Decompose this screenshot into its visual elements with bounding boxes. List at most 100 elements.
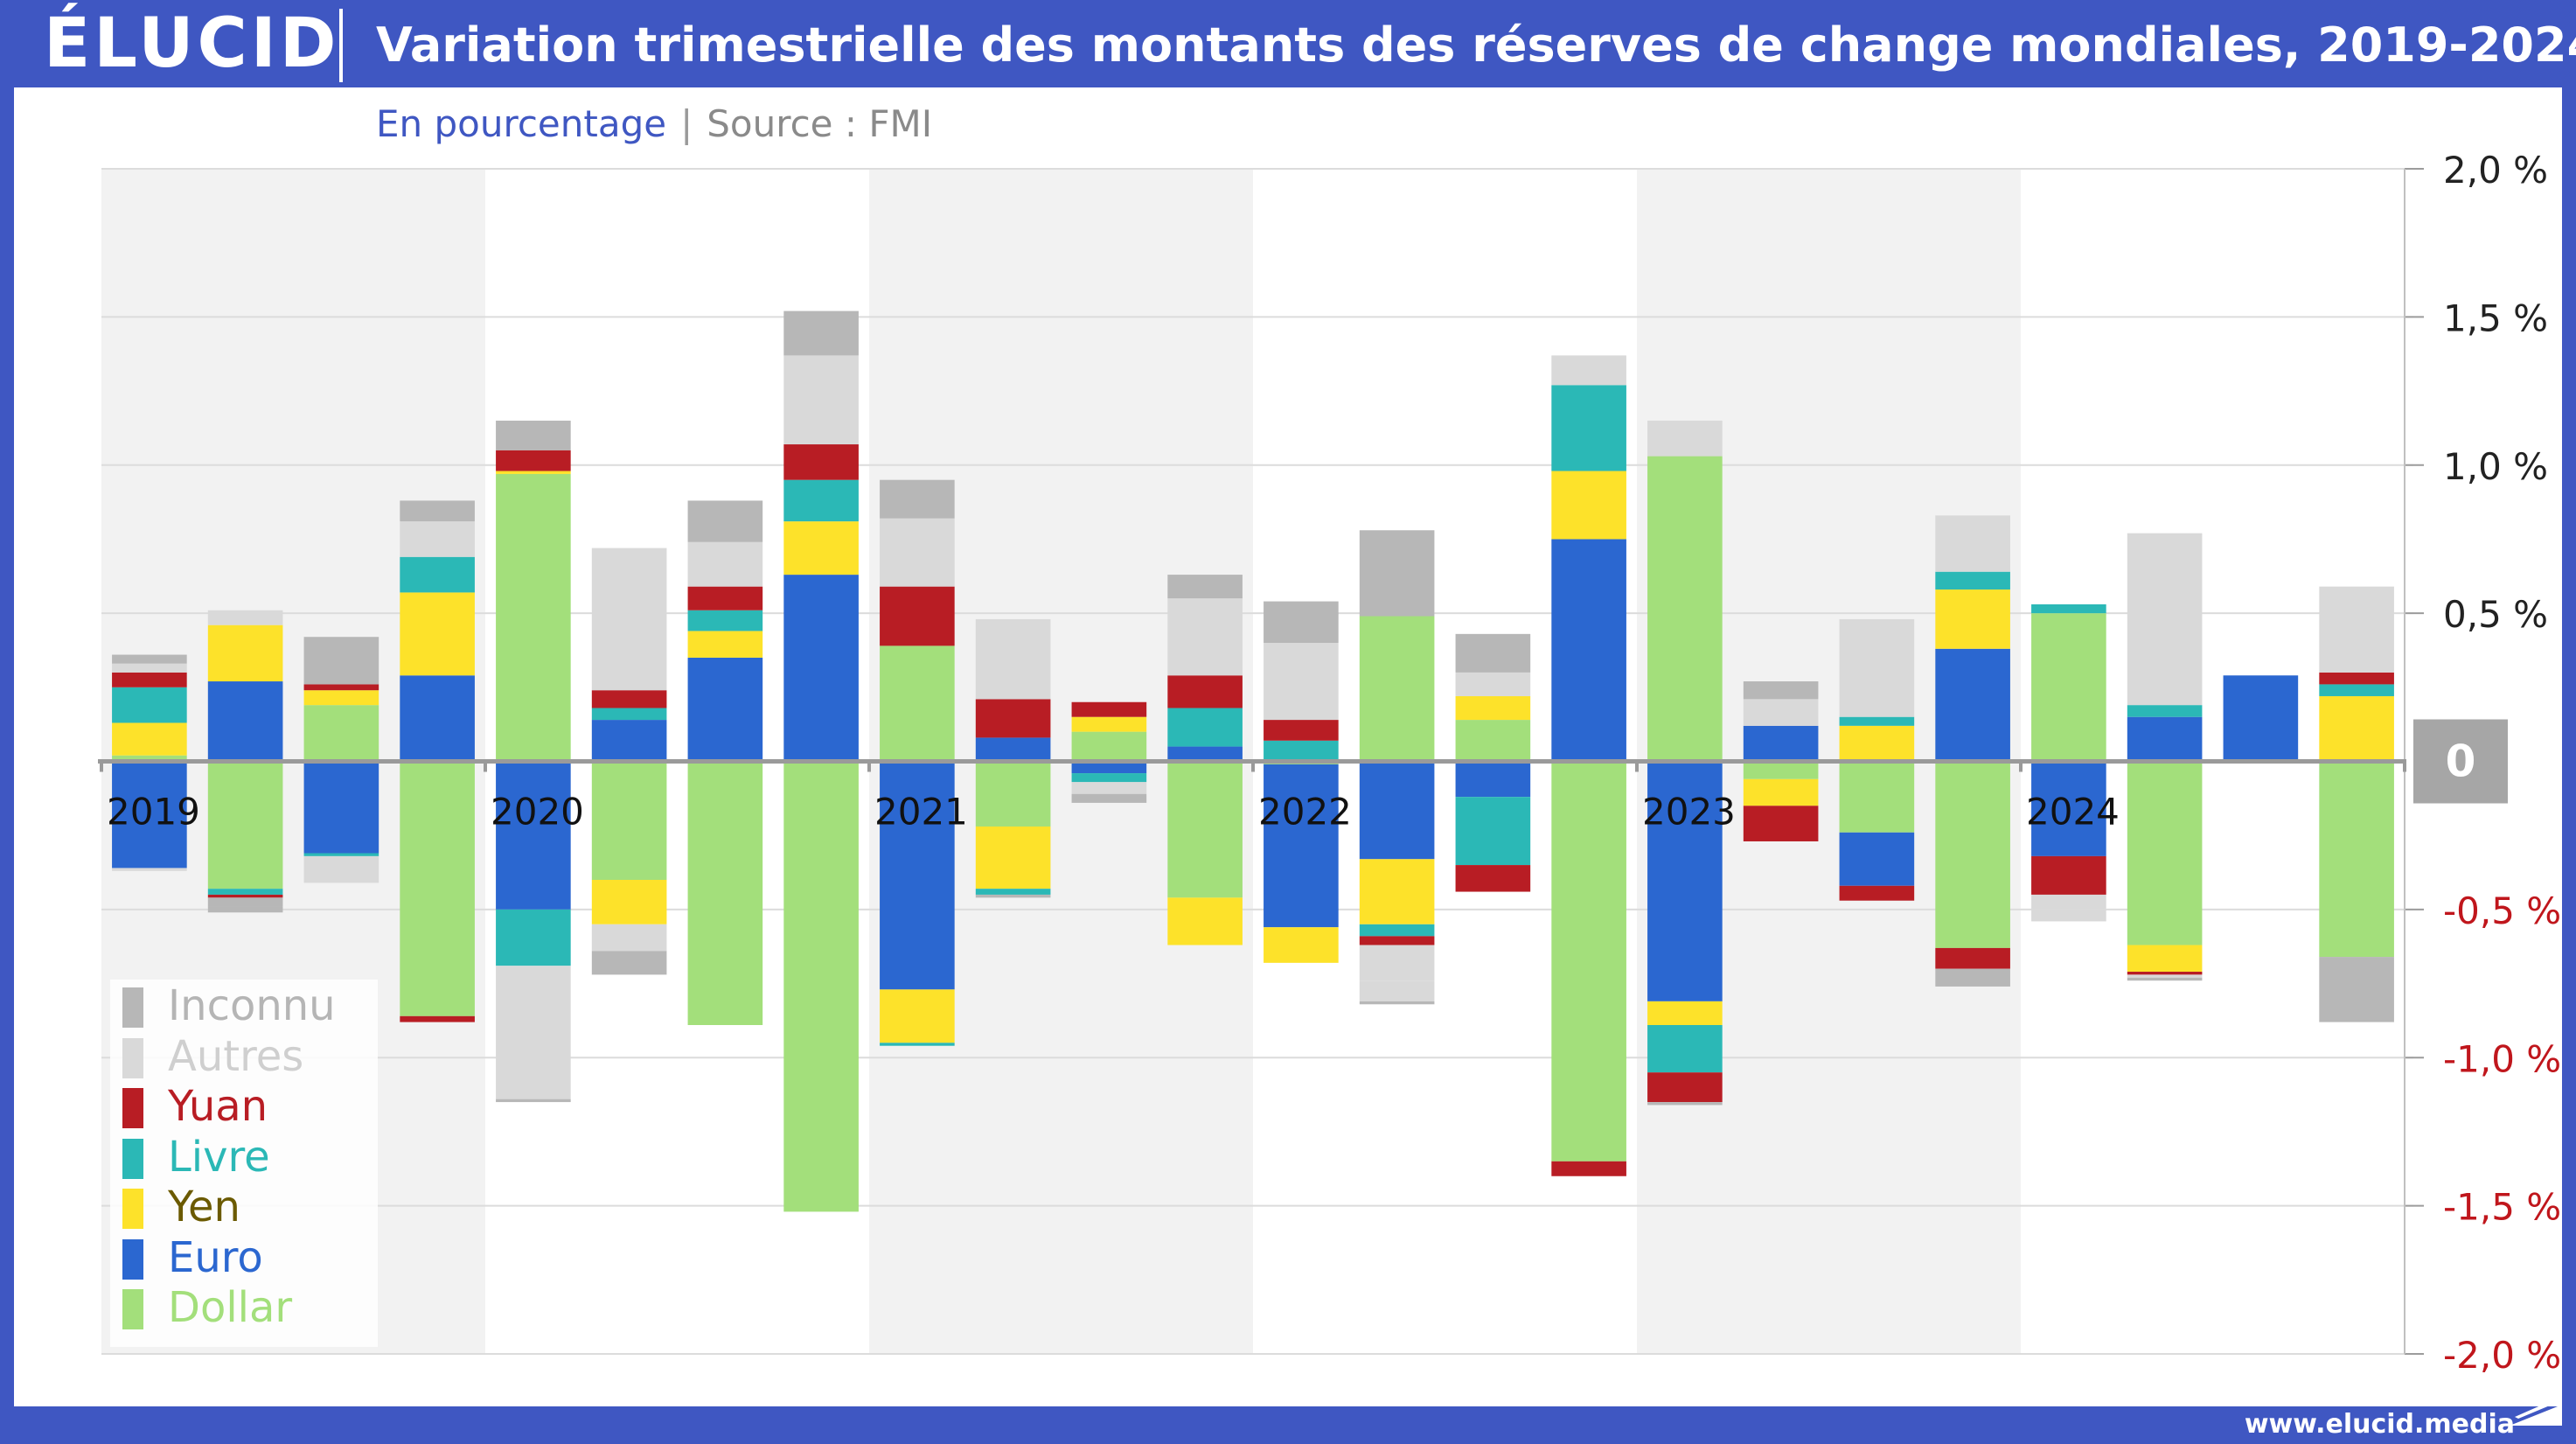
bar-segment-livre: [1935, 571, 2010, 590]
legend-label: Inconnu: [168, 981, 336, 1030]
bar-segment-yuan: [687, 586, 763, 610]
bar-segment-autres: [2031, 894, 2106, 910]
y-tick-label: 1,5 %: [2443, 296, 2548, 339]
bar-segment-inconnu: [1935, 968, 2010, 987]
legend-label: Euro: [168, 1232, 263, 1282]
bar-segment-livre: [591, 708, 667, 721]
y-tick-label: -2,0 %: [2443, 1334, 2561, 1377]
bar-segment-livre: [1551, 385, 1626, 471]
bar-segment-dollar: [2319, 761, 2394, 958]
legend-label: Yuan: [168, 1082, 268, 1131]
bar-segment-yuan: [303, 684, 379, 691]
bar-segment-dollar: [975, 761, 1051, 827]
source-label: Source : FMI: [707, 102, 933, 145]
bar-segment-livre: [1647, 1024, 1723, 1073]
bar-segment-yen: [112, 722, 187, 756]
bar-segment-inconnu: [783, 310, 859, 356]
bar-segment-yen: [687, 631, 763, 658]
bar-segment-yen: [1551, 471, 1626, 540]
bar-segment-yen: [496, 471, 571, 474]
bar-segment-livre: [207, 889, 283, 895]
bar-segment-yen: [1071, 716, 1147, 732]
legend-swatch: [122, 1138, 143, 1179]
bar-segment-euro: [975, 737, 1051, 762]
bar-segment-yuan: [1359, 936, 1435, 945]
bar-segment-inconnu: [2127, 977, 2203, 981]
bar-segment-autres: [1647, 420, 1723, 457]
header-divider: [339, 9, 343, 82]
bar-segment-yuan: [1743, 806, 1819, 841]
bar-segment-livre: [303, 853, 379, 856]
bar-segment-euro: [783, 575, 859, 762]
bar-segment-autres: [1359, 980, 1435, 1001]
bar-segment-livre: [1071, 773, 1147, 783]
legend-swatch: [122, 1037, 143, 1078]
bar-segment-autres: [1359, 945, 1435, 981]
elucid-logo: ÉLUCID: [44, 4, 340, 83]
bar-segment-livre: [880, 1043, 955, 1046]
footer-url[interactable]: www.elucid.media: [2244, 1409, 2515, 1440]
bar-segment-autres: [975, 618, 1051, 700]
bar-segment-yuan: [207, 894, 283, 898]
x-year-label: 2022: [1258, 791, 1352, 834]
bar-segment-yuan: [1071, 701, 1147, 717]
y-tick-label: 1,0 %: [2443, 445, 2548, 488]
bar-segment-euro: [1551, 539, 1626, 762]
bar-segment-autres: [496, 966, 571, 1099]
legend-swatch: [122, 1088, 143, 1128]
bar-segment-autres: [591, 548, 667, 691]
bar-segment-autres: [880, 518, 955, 587]
bar-segment-yen: [1647, 1001, 1723, 1025]
bar-segment-dollar: [303, 705, 379, 762]
legend-item-dollar: Dollar: [110, 1281, 378, 1332]
bar-segment-euro: [2127, 716, 2203, 762]
bar-segment-autres: [112, 868, 187, 871]
bar-segment-autres: [1455, 672, 1531, 696]
bar-segment-dollar: [783, 761, 859, 1212]
bar-segment-livre: [2031, 603, 2106, 614]
bar-segment-autres: [303, 855, 379, 883]
y-tick-label: -1,5 %: [2443, 1186, 2561, 1229]
bar-segment-autres: [2127, 533, 2203, 706]
x-year-label: 2019: [107, 791, 200, 834]
bar-segment-livre: [1455, 797, 1531, 866]
bar-segment-dollar: [880, 645, 955, 762]
bar-segment-livre: [2319, 684, 2394, 696]
bar-segment-euro: [1743, 725, 1819, 762]
bar-segment-yen: [1359, 859, 1435, 924]
bar-segment-yen: [400, 592, 475, 676]
bar-segment-dollar: [1551, 761, 1626, 1161]
bar-segment-yuan: [112, 672, 187, 687]
x-year-label: 2020: [491, 791, 584, 834]
bar-segment-yuan: [2127, 972, 2203, 975]
bar-segment-inconnu: [1647, 1102, 1723, 1106]
bar-segment-livre: [112, 687, 187, 723]
bar-segment-dollar: [1647, 456, 1723, 762]
y-tick-label: 0,5 %: [2443, 593, 2548, 636]
bar-segment-inconnu: [496, 1099, 571, 1103]
bar-segment-autres: [687, 541, 763, 587]
bar-segment-inconnu: [303, 637, 379, 685]
bar-segment-yuan: [1839, 885, 1915, 901]
bar-segment-yuan: [591, 690, 667, 708]
x-year-label: 2023: [1642, 791, 1736, 834]
subtitle-separator: |: [680, 102, 693, 145]
bar-segment-inconnu: [496, 420, 571, 450]
bar-segment-autres: [783, 355, 859, 445]
header-bar: ÉLUCID Variation trimestrielle des monta…: [0, 0, 2576, 87]
bar-segment-autres: [1935, 515, 2010, 572]
bar-segment-euro: [1455, 761, 1531, 798]
bar-segment-yuan: [496, 450, 571, 471]
bar-segment-dollar: [1071, 731, 1147, 762]
bar-segment-dollar: [1167, 761, 1243, 898]
y-tick-label: 2,0 %: [2443, 149, 2548, 192]
chart-legend: Inconnu Autres Yuan Livre Yen Euro Dollar: [110, 980, 378, 1347]
bar-segment-livre: [1167, 708, 1243, 747]
bar-segment-yuan: [783, 444, 859, 480]
chart-title: Variation trimestrielle des montants des…: [376, 17, 2576, 73]
bar-segment-inconnu: [112, 654, 187, 664]
bar-segment-inconnu: [591, 951, 667, 975]
bar-segment-inconnu: [975, 894, 1051, 898]
bar-segment-yuan: [2031, 855, 2106, 895]
